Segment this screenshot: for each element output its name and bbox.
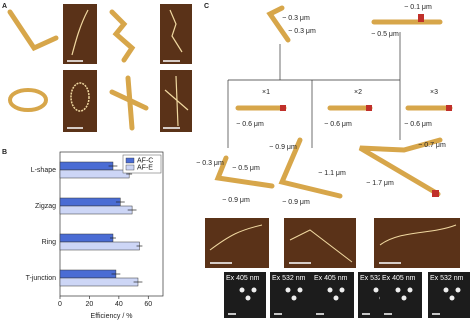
bar [59, 241, 140, 251]
spot [395, 287, 401, 293]
bar [59, 205, 133, 215]
x-axis-label: Efficiency / % [91, 313, 133, 320]
spot [455, 287, 461, 293]
bar [59, 277, 139, 287]
afm-image [63, 4, 97, 64]
rod-ring [8, 88, 48, 112]
rod [125, 75, 135, 131]
afm-image [374, 218, 460, 268]
spot [291, 295, 297, 301]
x-tick-label: 40 [115, 301, 123, 308]
bar [59, 269, 117, 279]
annotation: ~ 1.7 μm [366, 180, 394, 187]
afm-strand [289, 229, 353, 263]
x-tick-label: 0 [58, 301, 62, 308]
annotation: ×3 [430, 89, 438, 96]
cap [432, 190, 439, 197]
plot-frame [59, 151, 164, 297]
afm-image [63, 70, 97, 132]
annotation: ~ 0.7 μm [418, 142, 446, 149]
panel-label: B [2, 149, 7, 156]
bar [59, 233, 114, 243]
rod [278, 137, 343, 199]
microscopy-image [428, 272, 470, 318]
annotation: ×2 [354, 89, 362, 96]
annotation: ~ 0.3 μm [196, 160, 224, 167]
cap [446, 105, 452, 111]
legend-label: AF-C [137, 157, 153, 164]
annotation: ~ 0.3 μm [282, 15, 310, 22]
y-tick-label: Zigzag [35, 203, 56, 210]
annotation: ~ 0.9 μm [222, 197, 250, 204]
x-tick-label: 60 [144, 301, 152, 308]
cap [280, 105, 286, 111]
annotation: ~ 0.9 μm [282, 199, 310, 206]
y-tick-label: Ring [42, 239, 57, 246]
spot [245, 295, 251, 301]
spot [285, 287, 291, 293]
spot [327, 287, 333, 293]
microscopy-label: Ex 405 nm [314, 275, 348, 282]
annotation: ~ 1.1 μm [318, 170, 346, 177]
y-tick-label: L-shape [31, 167, 56, 174]
spot [407, 287, 413, 293]
bar [59, 197, 121, 207]
afm-strand [379, 224, 457, 246]
annotation: ×1 [262, 89, 270, 96]
microscopy-image [380, 272, 422, 318]
afm-image [160, 4, 192, 64]
afm-strand [70, 82, 90, 112]
panel-label: C [204, 3, 209, 10]
microscopy-label: Ex 532 nm [360, 275, 394, 282]
bar [59, 161, 114, 171]
spot [339, 287, 345, 293]
spot [373, 287, 379, 293]
rod [109, 9, 136, 63]
annotation: ~ 0.6 μm [236, 121, 264, 128]
cap [418, 14, 424, 22]
panel-label: A [2, 3, 7, 10]
afm-image [284, 218, 356, 268]
annotation: ~ 0.5 μm [371, 31, 399, 38]
tree-line [227, 32, 401, 148]
afm-strand [209, 224, 263, 251]
bar [59, 169, 130, 179]
annotation: ~ 0.9 μm [269, 144, 297, 151]
spot [443, 287, 449, 293]
annotation: ~ 0.3 μm [288, 28, 316, 35]
microscopy-label: Ex 532 nm [430, 275, 464, 282]
annotation: ~ 0.6 μm [404, 121, 432, 128]
y-tick-label: T-junction [26, 275, 56, 282]
microscopy-image [270, 272, 312, 318]
microscopy-label: Ex 532 nm [272, 275, 306, 282]
legend-swatch [125, 157, 135, 164]
rod [358, 137, 443, 197]
afm-strand [164, 75, 189, 127]
rod [214, 155, 275, 189]
annotation: ~ 0.6 μm [324, 121, 352, 128]
panel-a-art [7, 4, 192, 132]
microscopy-label: Ex 405 nm [226, 275, 260, 282]
microscopy-label: Ex 405 nm [382, 275, 416, 282]
spot [297, 287, 303, 293]
panel-c-art [205, 5, 460, 268]
rod [266, 5, 291, 43]
annotation: ~ 0.1 μm [404, 4, 432, 11]
rod [7, 9, 59, 52]
spot [239, 287, 245, 293]
microscopy-image [312, 272, 354, 318]
cap [366, 105, 372, 111]
annotation: ~ 0.5 μm [232, 165, 260, 172]
legend-label: AF-E [137, 164, 153, 171]
afm-strand [169, 9, 183, 53]
microscopy-image [224, 272, 266, 318]
legend-swatch [125, 164, 135, 171]
spot [449, 295, 455, 301]
spot [401, 295, 407, 301]
spot [251, 287, 257, 293]
x-tick-label: 20 [86, 301, 94, 308]
spot [333, 295, 339, 301]
afm-strand [71, 9, 89, 56]
